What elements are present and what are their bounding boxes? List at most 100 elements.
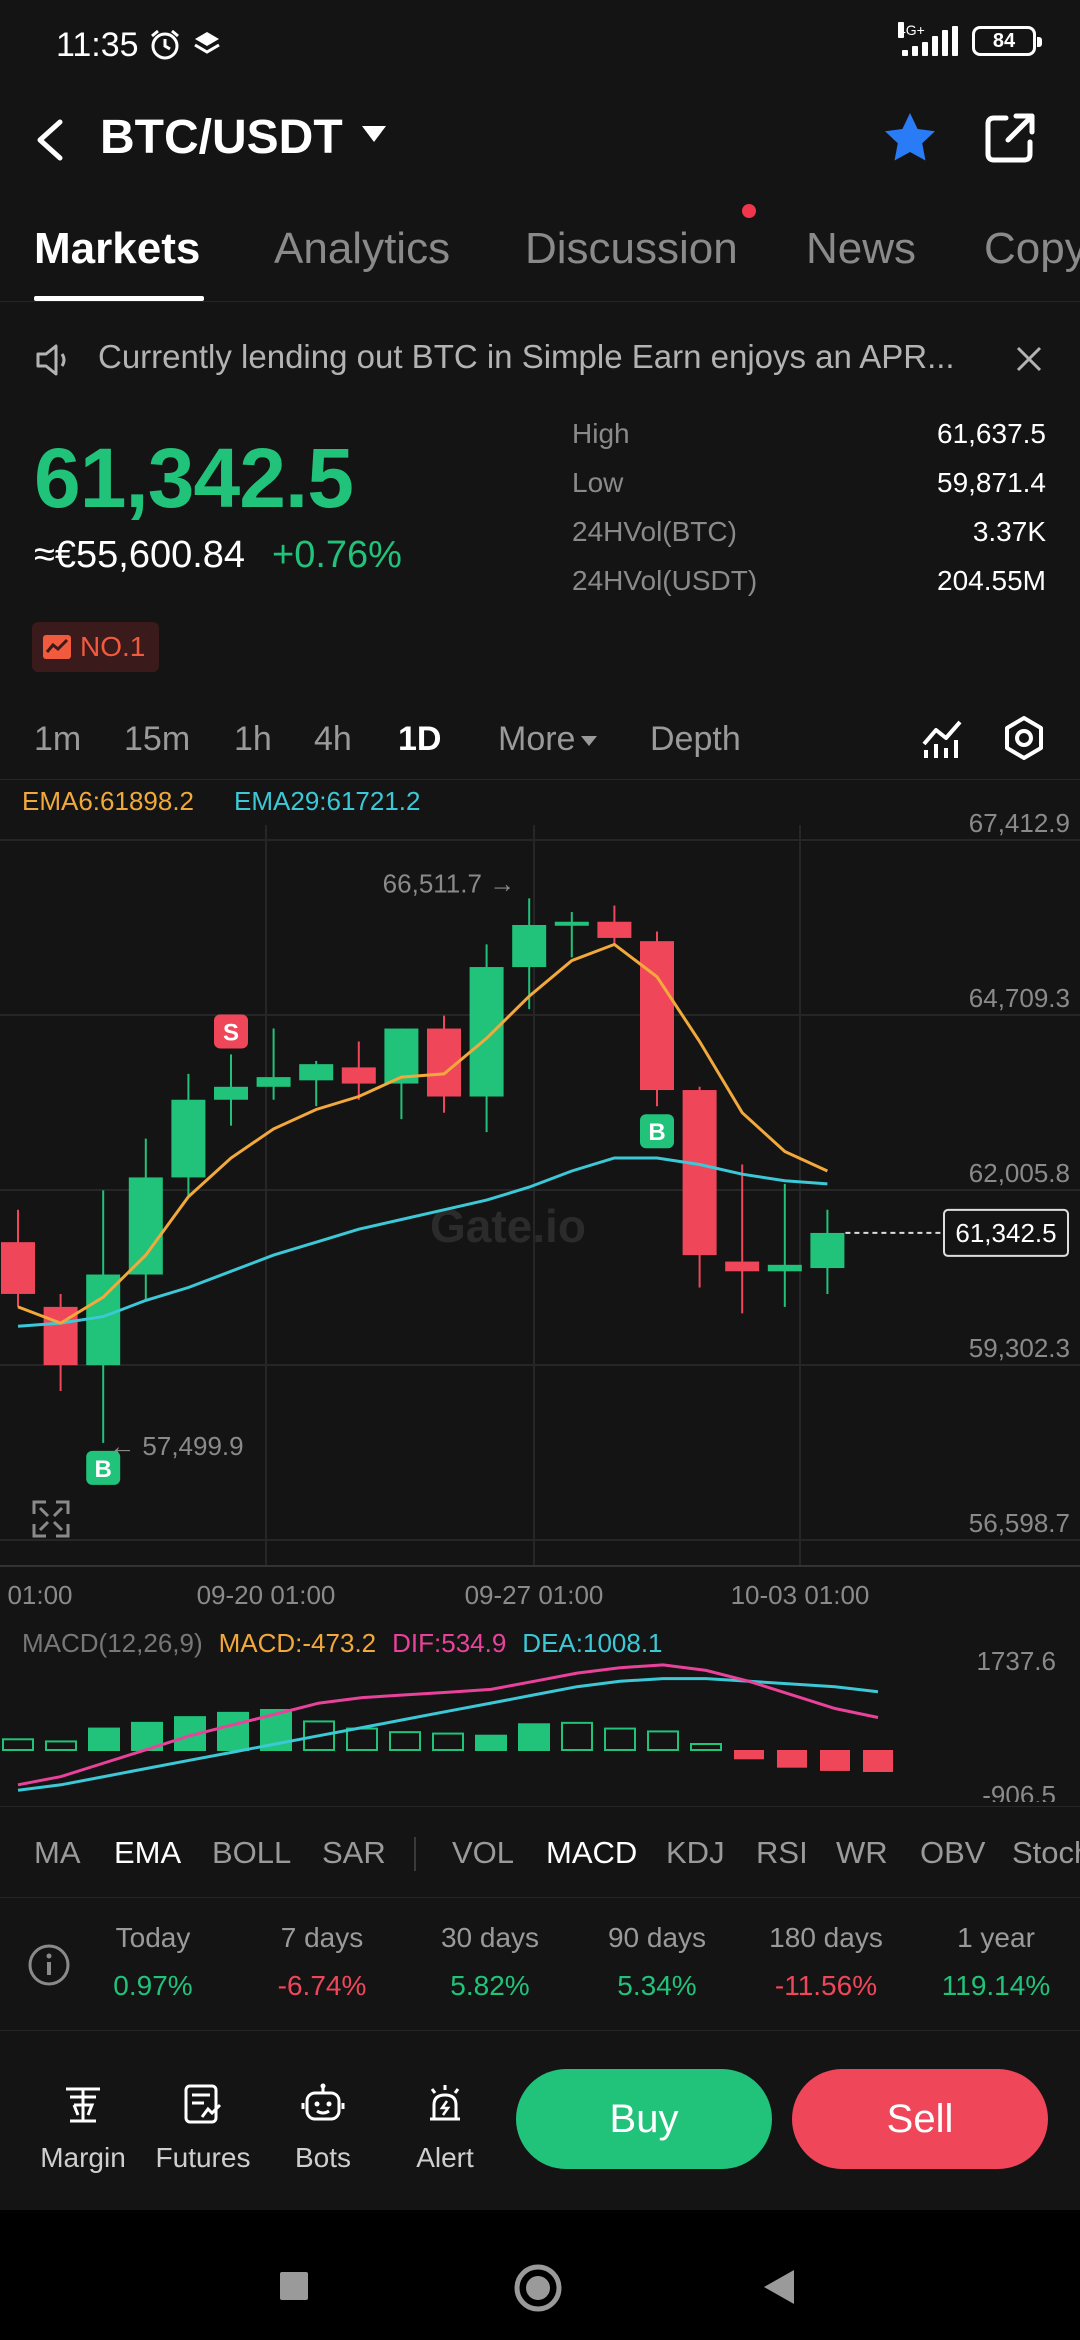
macd-chart[interactable]: 1737.6 -906.5 <box>0 1622 1080 1802</box>
tab-news[interactable]: News <box>806 224 917 273</box>
announcement-text[interactable]: Currently lending out BTC in Simple Earn… <box>98 338 955 375</box>
home-icon[interactable] <box>512 2262 564 2314</box>
candle-body <box>128 1177 163 1275</box>
interval-4h[interactable]: 4h <box>314 720 352 758</box>
perf-value: -11.56% <box>774 1970 878 2001</box>
notification-dot <box>742 204 756 218</box>
bots-icon <box>301 2083 345 2121</box>
signal-badge <box>86 1450 121 1485</box>
active-tab-indicator <box>34 296 204 301</box>
perf-label: 180 days <box>769 1922 883 1953</box>
margin-icon <box>66 2087 100 2123</box>
ind-macd[interactable]: MACD <box>546 1835 638 1870</box>
interval-1d[interactable]: 1D <box>398 720 442 758</box>
current-price-label: 61,342.5 <box>955 1218 1056 1248</box>
back-icon[interactable] <box>30 116 70 164</box>
macd-bar <box>561 1721 593 1752</box>
ind-sar[interactable]: SAR <box>322 1835 386 1870</box>
interval-depth[interactable]: Depth <box>650 720 741 758</box>
share-icon[interactable] <box>982 110 1038 166</box>
perf-label: 90 days <box>607 1922 707 1953</box>
alert-button[interactable]: Alert <box>390 2081 500 2174</box>
perf-label: 1 year <box>957 1922 1035 1953</box>
ind-wr[interactable]: WR <box>836 1835 888 1870</box>
buy-button[interactable]: Buy <box>516 2069 772 2169</box>
announcement-bar[interactable]: Currently lending out BTC in Simple Earn… <box>0 320 1080 400</box>
pair-dropdown-icon[interactable] <box>362 126 386 142</box>
last-price: 61,342.5 <box>34 431 354 525</box>
perf-label: 30 days <box>440 1922 540 1953</box>
price-markers: 66,511.7 → ← 57,499.9 <box>109 868 515 1461</box>
candle-body <box>384 1028 419 1084</box>
pair-title[interactable]: BTC/USDT <box>100 111 343 164</box>
macd-histogram <box>2 1709 893 1773</box>
interval-bar: 1m 15m 1h 4h 1D More Depth <box>0 700 1080 780</box>
alert-label: Alert <box>416 2142 474 2173</box>
ema6-value: EMA6:61898.2 <box>22 786 195 816</box>
price-tick-label: 67,412.9 <box>969 808 1070 838</box>
stat-vol-btc-value: 3.37K <box>972 516 1046 547</box>
candle-body <box>299 1064 334 1081</box>
more-caret-icon <box>581 736 598 747</box>
star-icon[interactable] <box>880 108 940 168</box>
stat-low-label: Low <box>572 467 624 498</box>
ind-rsi[interactable]: RSI <box>756 1835 808 1870</box>
macd-bar <box>389 1731 421 1751</box>
candle-body <box>554 921 589 926</box>
indicator-chart-icon[interactable] <box>918 714 966 762</box>
interval-1m[interactable]: 1m <box>34 720 82 758</box>
ind-obv[interactable]: OBV <box>920 1835 986 1870</box>
ind-kdj[interactable]: KDJ <box>666 1835 725 1870</box>
time-tick-label: 09-20 01:00 <box>197 1580 336 1610</box>
tab-copy[interactable]: Copy <box>984 224 1080 273</box>
interval-15m[interactable]: 15m <box>124 720 191 758</box>
info-icon[interactable] <box>26 1942 72 1988</box>
fullscreen-icon[interactable] <box>32 1500 70 1538</box>
ind-boll[interactable]: BOLL <box>212 1835 292 1870</box>
interval-more-label: More <box>498 720 576 758</box>
recents-icon[interactable] <box>278 2270 310 2302</box>
futures-button[interactable]: Futures <box>148 2081 258 2174</box>
settings-icon[interactable] <box>1000 714 1048 762</box>
candle-body <box>214 1086 248 1100</box>
margin-button[interactable]: Margin <box>28 2081 138 2174</box>
interval-1h[interactable]: 1h <box>234 720 272 758</box>
tab-analytics[interactable]: Analytics <box>274 224 451 273</box>
candlestick-chart[interactable]: 67,412.9 64,709.3 62,005.8 59,302.3 56,598.7… <box>0 800 1080 1620</box>
back-nav-icon[interactable] <box>762 2268 798 2306</box>
perf-value: -6.74% <box>277 1970 367 2001</box>
bots-button[interactable]: Bots <box>268 2081 378 2174</box>
time-axis: 01:00 09-20 01:00 09-27 01:00 10-03 01:00 <box>7 1580 869 1610</box>
signal-badge <box>214 1014 248 1049</box>
margin-label: Margin <box>40 2142 126 2173</box>
macd-bar <box>217 1711 249 1752</box>
macd-value: MACD:-473.2 <box>218 1628 377 1658</box>
macd-bar <box>863 1750 893 1773</box>
macd-bar <box>690 1743 722 1751</box>
tab-discussion[interactable]: Discussion <box>525 224 738 273</box>
ind-vol[interactable]: VOL <box>452 1835 515 1870</box>
candle-body <box>171 1099 206 1178</box>
speaker-icon <box>36 344 66 376</box>
close-icon[interactable] <box>1012 342 1046 376</box>
watermark-logo: Gate.io <box>430 1200 586 1252</box>
ind-stochrsi[interactable]: StochRSI <box>1012 1835 1080 1870</box>
ind-ema[interactable]: EMA <box>114 1835 182 1870</box>
trend-icon <box>43 635 71 659</box>
price-tick-label: 59,302.3 <box>969 1333 1070 1363</box>
macd-bar <box>518 1723 550 1752</box>
rank-badge[interactable]: NO.1 <box>32 622 160 672</box>
macd-bar <box>88 1727 120 1751</box>
candle-body <box>1 1242 35 1294</box>
ind-ma[interactable]: MA <box>34 1835 81 1870</box>
perf-today: Today 0.97% <box>78 1922 228 2002</box>
candle-body <box>341 1067 376 1084</box>
sell-button[interactable]: Sell <box>792 2069 1048 2169</box>
tab-markets[interactable]: Markets <box>34 224 201 273</box>
current-price-marker: 61,342.5 <box>845 1208 1069 1257</box>
perf-value: 119.14% <box>941 1970 1051 2001</box>
ema29-value: EMA29:61721.2 <box>234 786 421 816</box>
macd-bar <box>2 1738 34 1752</box>
perf-30d: 30 days 5.82% <box>415 1922 565 2002</box>
interval-more[interactable]: More <box>498 720 598 759</box>
